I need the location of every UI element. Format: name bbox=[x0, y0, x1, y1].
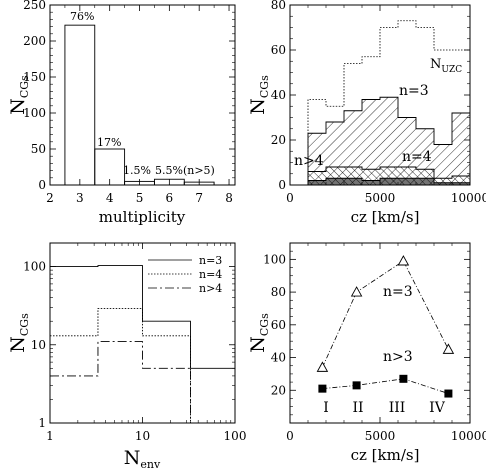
series-n-gt-3-line bbox=[322, 378, 449, 394]
marker-triangle bbox=[442, 343, 455, 354]
x-tick-label: 2 bbox=[46, 191, 54, 205]
y-axis-label: NCGs bbox=[247, 75, 271, 115]
x-tick-label: 3 bbox=[76, 191, 84, 205]
series-label-n-gt-4: n>4 bbox=[294, 153, 324, 169]
x-tick-label: 7 bbox=[195, 191, 203, 205]
y-tick-label: 100 bbox=[263, 252, 286, 266]
y-tick-label: 20 bbox=[271, 133, 286, 147]
y-tick-label: 0 bbox=[38, 178, 46, 192]
series-uzc-histogram bbox=[307, 20, 471, 185]
series-n4-line bbox=[50, 308, 235, 424]
histogram-bar bbox=[64, 24, 96, 186]
y-axis-label: NCGs bbox=[7, 313, 31, 353]
x-tick-label: 10000 bbox=[451, 429, 486, 443]
y-tick-label: 40 bbox=[271, 88, 286, 102]
bin-label-4: IV bbox=[429, 400, 446, 416]
x-axis-label: multiplicity bbox=[99, 208, 186, 226]
x-axis-label: cz [km/s] bbox=[351, 208, 420, 226]
y-tick-label: 80 bbox=[271, 285, 286, 299]
panel-cz-bins: 0 5000 10000 20 40 60 80 100 n=3 n>3 I II III I… bbox=[247, 242, 486, 464]
y-tick-label: 100 bbox=[23, 106, 46, 120]
legend: n=3 n=4 n>4 bbox=[148, 254, 222, 295]
svg-text:NCGs: NCGs bbox=[247, 313, 271, 353]
marker-square bbox=[399, 374, 408, 383]
x-tick-label: 8 bbox=[225, 191, 233, 205]
x-axis-label: cz [km/s] bbox=[351, 446, 420, 464]
annotation-17: 17% bbox=[97, 136, 121, 149]
svg-text:NCGs: NCGs bbox=[247, 75, 271, 115]
marker-triangle bbox=[316, 361, 329, 372]
legend-label-n3: n=3 bbox=[199, 254, 222, 267]
annotation-76: 76% bbox=[70, 10, 94, 23]
series-label-n3: n=3 bbox=[399, 83, 429, 99]
y-tick-label: 80 bbox=[271, 0, 286, 12]
y-tick-label: 20 bbox=[271, 383, 286, 397]
y-axis-label: NCGs bbox=[7, 75, 31, 115]
x-tick-label: 10000 bbox=[451, 191, 486, 205]
y-tick-label: 1 bbox=[38, 416, 46, 430]
bin-label-1: I bbox=[323, 400, 329, 416]
y-tick-label: 50 bbox=[31, 142, 46, 156]
svg-text:NCGs: NCGs bbox=[7, 313, 31, 353]
marker-triangle bbox=[397, 255, 410, 266]
svg-text:NCGs: NCGs bbox=[7, 75, 31, 115]
x-axis-label: Nenv bbox=[124, 447, 161, 471]
series-label-n-gt-3: n>3 bbox=[383, 349, 413, 365]
series-label-uzc: NUZC bbox=[430, 57, 462, 75]
x-tick-label: 5 bbox=[136, 191, 144, 205]
x-tick-label: 5000 bbox=[365, 429, 396, 443]
bin-label-2: II bbox=[352, 400, 363, 416]
marker-square bbox=[318, 384, 327, 393]
x-tick-label: 5000 bbox=[365, 191, 396, 205]
x-tick-label: 10 bbox=[135, 429, 150, 443]
annotation-1-5: 1.5% bbox=[123, 164, 151, 177]
y-tick-label: 100 bbox=[23, 260, 46, 274]
x-tick-label: 0 bbox=[286, 191, 294, 205]
x-tick-label: 1 bbox=[46, 429, 54, 443]
y-axis-label: NCGs bbox=[247, 313, 271, 353]
y-tick-label: 10 bbox=[31, 338, 46, 352]
annotation-5-5: 5.5%(n>5) bbox=[155, 164, 215, 177]
y-tick-label: 40 bbox=[271, 351, 286, 365]
x-tick-label: 0 bbox=[286, 429, 294, 443]
panel-multiplicity: 2 3 4 5 6 7 8 0 50 100 150 200 250 76% 17% 1.5% 5.5%… bbox=[7, 0, 236, 226]
series-label-n4: n=4 bbox=[402, 149, 432, 165]
marker-square bbox=[444, 389, 453, 398]
y-tick-label: 60 bbox=[271, 43, 286, 57]
y-tick-label: 150 bbox=[23, 70, 46, 84]
bin-label-3: III bbox=[389, 400, 406, 416]
y-tick-label: 0 bbox=[278, 178, 286, 192]
series-n-gt-4-line bbox=[50, 341, 235, 424]
y-tick-label: 200 bbox=[23, 34, 46, 48]
marker-triangle bbox=[350, 286, 363, 297]
legend-label-n4: n=4 bbox=[199, 268, 222, 281]
panel-cz-histogram: 0 5000 10000 0 20 40 60 80 NUZC n=3 n=4 n>4 cz … bbox=[247, 0, 486, 226]
series-label-n3: n=3 bbox=[383, 284, 413, 300]
series-n3-line bbox=[322, 260, 449, 368]
x-tick-label: 100 bbox=[224, 429, 247, 443]
legend-label-n-gt-4: n>4 bbox=[199, 282, 222, 295]
marker-square bbox=[352, 381, 361, 390]
y-tick-label: 60 bbox=[271, 318, 286, 332]
series-n3-histogram bbox=[307, 96, 471, 185]
x-tick-label: 4 bbox=[106, 191, 114, 205]
y-tick-label: 250 bbox=[23, 0, 46, 12]
x-tick-label: 6 bbox=[166, 191, 174, 205]
panel-nenv: 1 10 100 1 10 100 n=3 n=4 n>4 Nenv NCGs bbox=[7, 242, 247, 471]
